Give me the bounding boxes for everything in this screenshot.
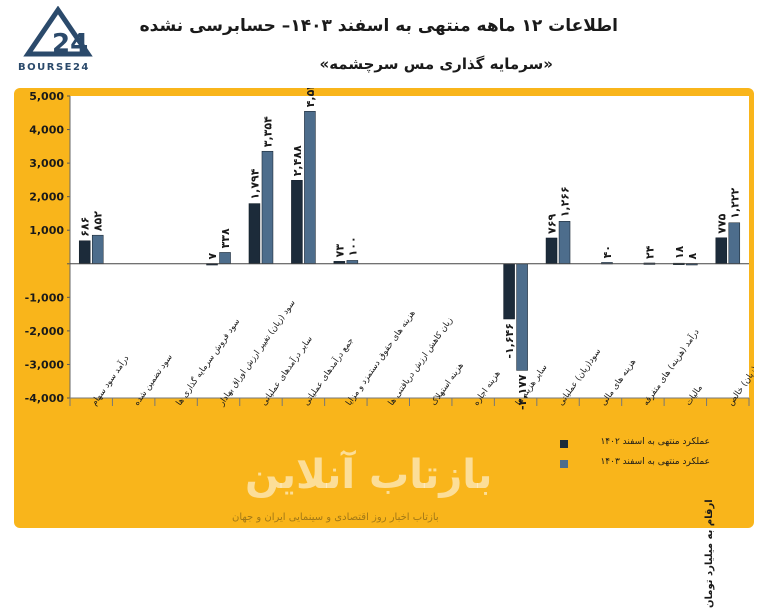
bar-1402 [291, 180, 303, 265]
y-tick-label: 3,000 [29, 157, 64, 170]
y-tick-label: 4,000 [29, 124, 64, 137]
bar-1402 [545, 237, 558, 265]
plot-area [70, 96, 749, 398]
bar-1403 [728, 222, 741, 265]
y-tick-label: -4,000 [25, 392, 65, 405]
bar-data-label: -۱,۶۴۶ [503, 323, 516, 359]
y-tick-label: -3,000 [25, 358, 65, 371]
bar-data-label: ۳۳۸ [219, 228, 232, 248]
y-tick-label: 5,000 [29, 90, 64, 103]
bar-data-label: ۱,۲۲۲ [728, 187, 741, 218]
y-tick-label: 2,000 [29, 191, 64, 204]
bar-data-label: ۷۷۵ [715, 213, 728, 233]
bar-1402 [715, 237, 728, 265]
bar-data-label: ۷۳ [333, 244, 346, 258]
bar-1402 [248, 203, 261, 265]
y-tick-label: -2,000 [25, 325, 65, 338]
legend-swatch-1402 [560, 440, 568, 448]
chart-subtitle: «سرمایه گذاری مس سرچشمه» [319, 55, 554, 73]
bar-data-label: ۱,۷۹۴ [248, 168, 261, 199]
bar-1402 [503, 263, 515, 320]
legend-label-1402: عملکرد منتهی به اسفند ۱۴۰۲ [600, 437, 710, 447]
bar-data-label: ۱۰۰ [346, 236, 359, 256]
bar-data-label: ۸ [686, 253, 699, 260]
bar-1403 [304, 111, 316, 265]
bar-data-label: ۶۸۶ [79, 217, 92, 237]
bar-data-label: ۱۸ [673, 245, 686, 259]
units-note-text: ارقام به میلیارد تومان [704, 499, 715, 608]
bar-data-label: ۴,۵۴۴ [304, 88, 317, 107]
bar-1402 [78, 240, 91, 265]
bar-data-label: ۴۰ [601, 245, 614, 258]
bar-1403 [346, 260, 359, 265]
infographic: 24 BOURSE24 اطلاعات ۱۲ ماهه منتهی به اسف… [14, 6, 754, 608]
bar-1403 [558, 221, 571, 265]
legend-item-1403: عملکرد منتهی به اسفند ۱۴۰۳ [554, 456, 714, 476]
bar-data-label: ۸۵۲ [92, 211, 105, 231]
bar-data-label: ۷ [206, 253, 219, 260]
legend-item-1402: عملکرد منتهی به اسفند ۱۴۰۲ [554, 436, 714, 456]
legend-label-1403: عملکرد منتهی به اسفند ۱۴۰۳ [600, 457, 710, 467]
bar-data-label: ۲۴ [643, 245, 656, 259]
logo-text: BOURSE24 [18, 62, 90, 73]
bar-1403 [516, 263, 528, 371]
legend-swatch-1403 [560, 460, 568, 468]
watermark-title: بازتاب آنلاین [245, 452, 493, 498]
bar-data-label: ۲,۴۸۸ [291, 145, 304, 176]
bar-chart: 5,000 4,000 3,000 2,000 1,000 -1,000 -2,000 -3,… [25, 88, 754, 410]
y-tick-label: 1,000 [29, 224, 64, 237]
bar-data-label: ۳,۳۵۴ [261, 116, 274, 147]
bar-1403 [219, 252, 231, 265]
chart-title: اطلاعات ۱۲ ماهه منتهی به اسفند ۱۴۰۳– حسا… [139, 16, 618, 36]
watermark-subtitle: بازتاب اخبار روز اقتصادی و سینمایی ایران… [232, 512, 439, 523]
bar-1403 [91, 234, 104, 265]
bar-1403 [261, 150, 274, 265]
bourse24-logo-icon: 24 [23, 6, 93, 59]
bar-data-label: ۷۶۹ [546, 214, 559, 234]
y-tick-label: -1,000 [25, 291, 65, 304]
svg-text:24: 24 [52, 29, 88, 59]
chart-panel: 5,000 4,000 3,000 2,000 1,000 -1,000 -2,000 -3,… [14, 88, 754, 608]
chart-legend: عملکرد منتهی به اسفند ۱۴۰۲ عملکرد منتهی … [554, 436, 714, 476]
bar-data-label: ۱,۲۶۶ [559, 186, 572, 217]
bar-data-label: -۳,۱۷۷ [516, 374, 529, 410]
